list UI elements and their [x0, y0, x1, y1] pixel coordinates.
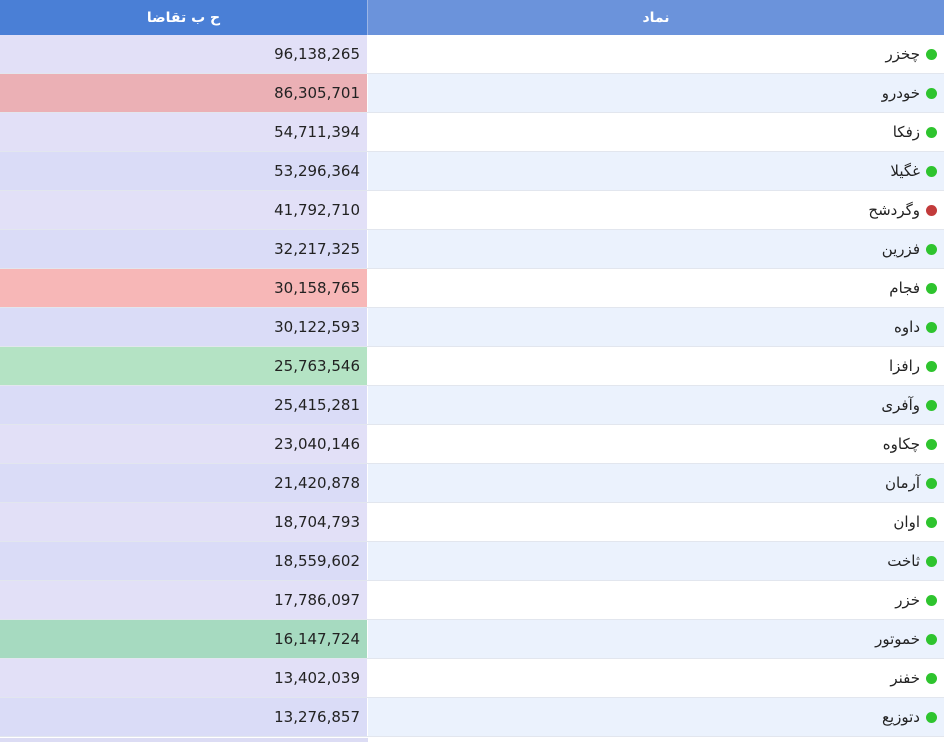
demand-value-cell: 54,711,394: [0, 113, 368, 151]
symbol-cell[interactable]: آرمان: [368, 464, 944, 502]
status-dot-icon: [926, 87, 937, 99]
table-row[interactable]: دتوزیع 13,276,857: [0, 698, 944, 737]
demand-value-cell: 96,138,265: [0, 35, 368, 73]
table-row[interactable]: غگیلا 53,296,364: [0, 152, 944, 191]
demand-value-cell: 16,147,724: [0, 620, 368, 658]
symbol-name: ثاخت: [887, 552, 920, 570]
symbol-name: اوان: [893, 513, 920, 531]
symbol-cell[interactable]: وآفری: [368, 386, 944, 424]
symbol-cell[interactable]: چخزر: [368, 35, 944, 73]
status-dot-icon: [926, 48, 937, 60]
demand-value-cell: 23,040,146: [0, 425, 368, 463]
table-row[interactable]: فزرین 32,217,325: [0, 230, 944, 269]
status-dot-icon: [926, 711, 937, 723]
column-header-demand-volume[interactable]: ح ب تقاضا: [0, 0, 368, 35]
table-row[interactable]: وآفری 25,415,281: [0, 386, 944, 425]
status-dot-icon: [926, 165, 937, 177]
column-header-symbol[interactable]: نماد: [368, 0, 944, 35]
status-dot-icon: [926, 477, 937, 489]
table-row[interactable]: چخزر 96,138,265: [0, 35, 944, 74]
symbol-cell[interactable]: خموتور: [368, 620, 944, 658]
demand-value-cell: 86,305,701: [0, 74, 368, 112]
symbol-name: فجام: [889, 279, 920, 297]
table-row[interactable]: چکاوه 23,040,146: [0, 425, 944, 464]
status-dot-icon: [926, 672, 937, 684]
table-row[interactable]: اوان 18,704,793: [0, 503, 944, 542]
status-dot-icon: [926, 282, 937, 294]
status-dot-icon: [926, 633, 937, 645]
table-row[interactable]: خودرو 86,305,701: [0, 74, 944, 113]
symbol-name: فزرین: [881, 240, 920, 258]
status-dot-icon: [926, 438, 937, 450]
table-row[interactable]: ثاخت 18,559,602: [0, 542, 944, 581]
status-dot-icon: [926, 243, 937, 255]
demand-value-cell: 17,786,097: [0, 581, 368, 619]
demand-value-cell: 30,158,765: [0, 269, 368, 307]
demand-value-cell: 30,122,593: [0, 308, 368, 346]
status-dot-icon: [926, 360, 937, 372]
demand-value-cell: 21,420,878: [0, 464, 368, 502]
symbol-cell[interactable]: خفنر: [368, 659, 944, 697]
table-header: نماد ح ب تقاضا: [0, 0, 944, 35]
status-dot-icon: [926, 399, 937, 411]
demand-value-cell: 13,276,857: [0, 698, 368, 736]
demand-value-cell: 41,792,710: [0, 191, 368, 229]
table-row[interactable]: فجام 30,158,765: [0, 269, 944, 308]
table-row[interactable]: زفکا 54,711,394: [0, 113, 944, 152]
table-row[interactable]: داوه 30,122,593: [0, 308, 944, 347]
symbol-cell[interactable]: زفکا: [368, 113, 944, 151]
status-dot-icon: [926, 516, 937, 528]
table-row[interactable]: خموتور 16,147,724: [0, 620, 944, 659]
symbol-cell[interactable]: داوه: [368, 308, 944, 346]
symbol-cell[interactable]: دتوزیع: [368, 698, 944, 736]
table-row[interactable]: خزر 17,786,097: [0, 581, 944, 620]
symbol-cell[interactable]: فجام: [368, 269, 944, 307]
status-dot-icon: [926, 204, 937, 216]
symbol-cell[interactable]: رافزا: [368, 347, 944, 385]
symbol-name: وآفری: [881, 396, 920, 414]
symbol-name: خفنر: [890, 669, 920, 687]
symbol-name: آرمان: [884, 474, 920, 492]
demand-value-cell: 25,415,281: [0, 386, 368, 424]
symbol-cell[interactable]: ثاخت: [368, 542, 944, 580]
demand-value-cell: 53,296,364: [0, 152, 368, 190]
symbol-name: خموتور: [875, 630, 920, 648]
table-row[interactable]: خفنر 13,402,039: [0, 659, 944, 698]
symbol-name: رافزا: [888, 357, 920, 375]
status-dot-icon: [926, 321, 937, 333]
demand-value-cell: 32,217,325: [0, 230, 368, 268]
status-dot-icon: [926, 126, 937, 138]
symbol-cell[interactable]: فزرین: [368, 230, 944, 268]
table-body: چخزر 96,138,265 خودرو 86,305,701 زفکا 54,711,…: [0, 35, 944, 737]
table-row[interactable]: رافزا 25,763,546: [0, 347, 944, 386]
symbol-cell[interactable]: خزر: [368, 581, 944, 619]
symbol-name: چخزر: [885, 45, 920, 63]
demand-value-cell: 25,763,546: [0, 347, 368, 385]
symbol-name: غگیلا: [890, 162, 920, 180]
symbol-cell[interactable]: خودرو: [368, 74, 944, 112]
symbol-name: خودرو: [881, 84, 920, 102]
symbol-name: زفکا: [892, 123, 920, 141]
status-dot-icon: [926, 594, 937, 606]
demand-value-cell: 18,559,602: [0, 542, 368, 580]
symbol-name: دتوزیع: [881, 708, 920, 726]
symbol-cell[interactable]: غگیلا: [368, 152, 944, 190]
symbol-name: وگردشح: [868, 201, 920, 219]
symbol-name: داوه: [894, 318, 920, 336]
symbol-cell[interactable]: وگردشح: [368, 191, 944, 229]
table-row[interactable]: آرمان 21,420,878: [0, 464, 944, 503]
symbol-name: خزر: [895, 591, 920, 609]
demand-value-cell: 18,704,793: [0, 503, 368, 541]
symbol-cell[interactable]: چکاوه: [368, 425, 944, 463]
next-row-edge: [0, 738, 368, 742]
status-dot-icon: [926, 555, 937, 567]
demand-value-cell: 13,402,039: [0, 659, 368, 697]
symbol-name: چکاوه: [882, 435, 920, 453]
table-row[interactable]: وگردشح 41,792,710: [0, 191, 944, 230]
symbol-cell[interactable]: اوان: [368, 503, 944, 541]
